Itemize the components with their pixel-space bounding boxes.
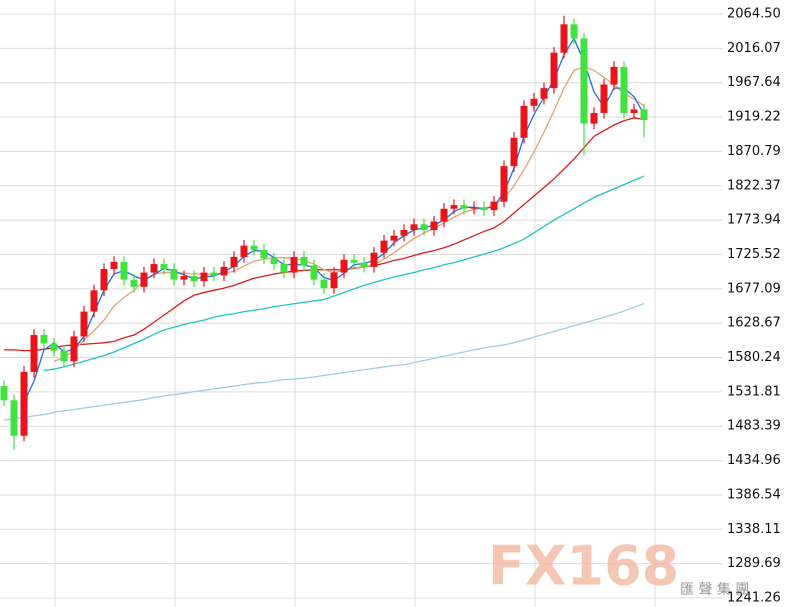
candle-body xyxy=(340,259,348,273)
candle-body xyxy=(100,269,108,291)
candle-body xyxy=(260,249,268,259)
y-tick-label: 1241.26 xyxy=(727,591,781,606)
candle-body xyxy=(210,272,218,276)
candle-body xyxy=(10,400,18,436)
candle-body xyxy=(320,279,328,289)
candle-body xyxy=(300,256,308,266)
y-tick-label: 1338.11 xyxy=(727,522,781,537)
candle-body xyxy=(170,269,178,280)
candle-body xyxy=(380,240,388,253)
candle-body xyxy=(630,109,638,113)
candle-body xyxy=(410,224,418,231)
candle-body xyxy=(270,258,278,265)
watermark: FX168 xyxy=(488,535,679,598)
y-tick-label: 1822.37 xyxy=(727,178,781,193)
candle-body xyxy=(230,256,238,267)
candle-body xyxy=(530,98,538,106)
candle-body xyxy=(220,266,228,276)
candle-body xyxy=(620,66,628,113)
y-axis: 2064.50 2016.07 1967.64 1919.22 1870.79 1822.… xyxy=(727,7,781,606)
y-tick-label: 1434.96 xyxy=(727,453,781,468)
y-tick-label: 1628.67 xyxy=(727,316,781,331)
candle-body xyxy=(400,230,408,236)
ma-line xyxy=(43,175,645,372)
candle-body xyxy=(520,105,528,138)
candle-body xyxy=(240,245,248,257)
candle-body xyxy=(0,386,8,401)
candle-body xyxy=(590,112,598,124)
y-tick-label: 1677.09 xyxy=(727,281,781,296)
candle-body xyxy=(570,24,578,39)
candle-body xyxy=(30,334,38,372)
y-tick-label: 1967.64 xyxy=(727,75,781,90)
candle-body xyxy=(60,350,68,362)
candle-body xyxy=(580,38,588,124)
candle-body xyxy=(640,109,648,121)
candle-body xyxy=(480,207,488,211)
candle-body xyxy=(610,66,618,85)
grid xyxy=(0,13,722,599)
candle-body xyxy=(470,207,478,209)
candle-body xyxy=(550,52,558,89)
candle-body xyxy=(280,264,288,273)
candle-body xyxy=(510,137,518,167)
y-tick-label: 2016.07 xyxy=(727,41,781,56)
candle-body xyxy=(200,272,208,282)
candle-body xyxy=(460,205,468,209)
candle-body xyxy=(150,264,158,273)
candle-body xyxy=(50,343,58,351)
ma-line xyxy=(3,303,645,421)
candle-body xyxy=(110,261,118,270)
candle-body xyxy=(310,265,318,280)
y-tick-label: 1483.39 xyxy=(727,419,781,434)
candle-body xyxy=(450,205,458,209)
candle-body xyxy=(370,252,378,267)
candle-body xyxy=(70,336,78,362)
candle-body xyxy=(140,272,148,287)
candle-body xyxy=(290,256,298,273)
candle-body xyxy=(420,224,428,231)
candle-body xyxy=(430,221,438,231)
y-tick-label: 1386.54 xyxy=(727,487,781,502)
y-tick-label: 1531.81 xyxy=(727,384,781,399)
candle-body xyxy=(360,262,368,267)
y-tick-label: 1580.24 xyxy=(727,350,781,365)
candle-body xyxy=(120,261,128,280)
candle-body xyxy=(180,276,188,280)
candle-body xyxy=(540,88,548,99)
candle-body xyxy=(20,371,28,436)
candle-body xyxy=(190,276,198,282)
candle-body xyxy=(160,264,168,270)
candle-body xyxy=(130,279,138,287)
candle-body xyxy=(560,24,568,53)
candles xyxy=(0,15,648,450)
candle-body xyxy=(80,311,88,337)
candle-body xyxy=(330,272,338,289)
candle-body xyxy=(250,245,258,250)
candle-body xyxy=(390,235,398,241)
y-tick-label: 2064.50 xyxy=(727,7,781,22)
candle-body xyxy=(490,201,498,211)
candle-body xyxy=(40,334,48,344)
y-tick-label: 1773.94 xyxy=(727,213,781,228)
watermark-sub: 匯 聲 集 團 xyxy=(680,581,749,598)
candle-body xyxy=(500,166,508,202)
candle-body xyxy=(600,84,608,113)
candle-body xyxy=(440,208,448,222)
y-tick-label: 1870.79 xyxy=(727,144,781,159)
candle-body xyxy=(90,290,98,312)
y-tick-label: 1919.22 xyxy=(727,110,781,125)
candle-body xyxy=(350,259,358,263)
y-tick-label: 1725.52 xyxy=(727,247,781,262)
y-tick-label: 1289.69 xyxy=(727,556,781,571)
